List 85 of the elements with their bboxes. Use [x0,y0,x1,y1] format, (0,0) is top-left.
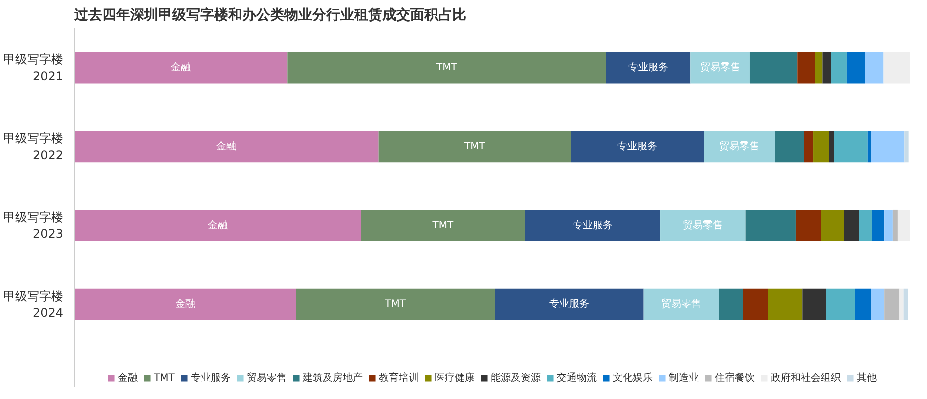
bar [74,288,296,320]
bar [868,131,872,163]
y-tick-label: 甲级写字楼 2023 [4,210,64,242]
bar [855,288,872,320]
bar [821,210,844,242]
bar [884,288,900,320]
text: 金融 [171,62,192,74]
bar [74,52,288,84]
text: TMT [432,220,454,232]
text: 专业服务 [572,220,613,232]
text: TMT [436,62,458,74]
text: 贸易零售 [700,62,740,74]
legend-label: 教育培训 [378,372,419,385]
bar [871,288,885,320]
legend-label: 建筑及房地产 [302,372,363,385]
bar [898,210,910,242]
bar [296,288,496,320]
bar [768,288,803,320]
bar [719,288,744,320]
legend-label: 交通物流 [556,372,597,385]
bar [822,52,832,84]
chart-title: 过去四年深圳甲级写字楼和办公类物业分行业租赁成交面积占比 [74,6,466,24]
y-tick-label: 甲级写字楼 2024 [4,289,64,320]
bar [525,210,661,242]
bar [802,288,826,320]
bar [872,210,885,242]
bar [775,131,804,163]
bar [892,210,898,242]
bar [865,52,884,84]
bar [860,210,872,242]
bar [74,131,379,163]
y-tick-label: 甲级写字楼 2022 [4,131,64,162]
text: 金融 [208,220,228,232]
bar [904,131,909,163]
legend-label: 政府和社会组织 [770,372,841,385]
bar [884,52,910,84]
bar [746,210,796,242]
legend-label: 贸易零售 [246,372,287,385]
bar [826,288,856,320]
text: 金融 [216,141,237,152]
bar [495,288,644,320]
bar [798,52,816,84]
legend-label: 住宿餐饮 [714,372,755,385]
bar [831,52,847,84]
bar [829,131,834,163]
bar [844,210,860,242]
legend-label: 文化娱乐 [612,372,653,385]
bar [288,52,606,84]
text: 专业服务 [628,62,668,74]
legend-label: 其他 [856,372,877,385]
text: 专业服务 [549,299,590,310]
bar [606,52,691,84]
bar [378,131,572,163]
bar [884,210,893,242]
bar [814,131,830,163]
legend-label: 金融 [118,372,138,385]
bar [796,210,822,242]
bar [834,131,868,163]
legend-label: 制造业 [668,372,699,385]
text: 金融 [175,299,196,310]
bar [871,131,905,163]
text: 贸易零售 [720,141,760,152]
bar [704,131,776,163]
bar [804,131,814,163]
bar [900,288,904,320]
text: 贸易零售 [661,299,702,310]
bar [74,210,362,242]
text: 专业服务 [618,141,658,152]
text: TMT [464,141,486,152]
text: 贸易零售 [683,220,724,232]
bar [904,288,908,320]
legend-label: TMT [154,372,175,384]
legend-label: 能源及资源 [490,372,541,385]
bar [750,52,798,84]
bar [660,210,746,242]
legend-label: 医疗健康 [434,372,475,385]
bar [815,52,823,84]
text: TMT [385,299,406,310]
bar [571,131,704,163]
bar [846,52,866,84]
bar [743,288,768,320]
bar [361,210,526,242]
bar [644,288,720,320]
legend-label: 专业服务 [190,372,231,385]
y-tick-label: 甲级写字楼 2021 [4,52,64,84]
